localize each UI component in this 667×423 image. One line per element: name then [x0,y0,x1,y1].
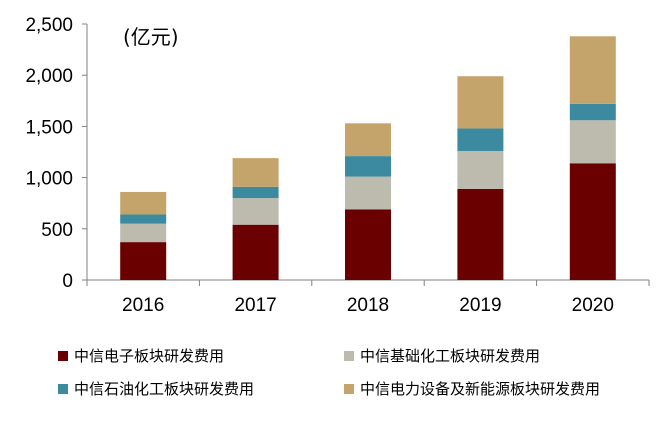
y-tick-label: 1,500 [25,117,73,138]
legend-item: 中信电子板块研发费用 [58,347,224,365]
legend-swatch [58,351,68,361]
x-tick-label: 2020 [572,295,614,316]
legend-label: 中信电力设备及新能源板块研发费用 [360,380,600,398]
bar-segment-series1 [569,163,616,280]
bar-segment-series3 [232,186,279,199]
bar-segment-series4 [120,191,167,215]
legend-swatch [58,384,68,394]
x-tick-label: 2016 [122,295,164,316]
y-tick-label: 2,000 [25,66,73,87]
x-tick-label: 2018 [347,295,389,316]
bar-segment-series1 [232,224,279,280]
legend-label: 中信基础化工板块研发费用 [360,347,540,365]
bar-segment-series3 [457,128,504,151]
y-tick-label: 2,500 [25,15,73,36]
legend-label: 中信石油化工板块研发费用 [74,380,254,398]
legend-label: 中信电子板块研发费用 [74,347,224,365]
unit-label: (亿元) [123,25,179,49]
bar-stack-2019 [457,76,504,280]
bar-stack-2016 [120,191,167,280]
y-tick-label: 500 [41,220,73,241]
y-tick-label: 1,000 [25,169,73,190]
bar-segment-series3 [120,214,167,224]
bar-stack-2018 [345,123,391,280]
bar-segment-series4 [569,36,616,104]
bar-segment-series3 [345,156,391,177]
bar-stack-2017 [232,158,279,280]
bar-segment-series3 [569,103,616,121]
bars [120,36,616,280]
legend-item: 中信基础化工板块研发费用 [344,347,540,365]
x-tick-label: 2017 [234,295,276,316]
bar-segment-series1 [120,242,167,280]
legend-item: 中信电力设备及新能源板块研发费用 [344,380,600,398]
bar-segment-series1 [457,188,504,280]
legend-item: 中信石油化工板块研发费用 [58,380,254,398]
bar-segment-series2 [345,176,391,210]
legend-swatch [344,351,354,361]
bar-segment-series4 [457,76,504,129]
y-tick-label: 0 [62,271,73,292]
bar-segment-series1 [345,209,391,280]
bar-segment-series4 [232,158,279,187]
x-tick-label: 2019 [459,295,501,316]
axes: 0 500 1,000 1,500 2,000 2,500 2016 2017 2018 2019… [25,15,650,316]
bar-segment-series2 [232,198,279,225]
bar-segment-series2 [457,150,504,189]
bar-segment-series2 [569,120,616,164]
bar-segment-series4 [345,123,391,157]
bar-segment-series2 [120,223,167,243]
bar-stack-2020 [569,36,616,280]
legend-swatch [344,384,354,394]
